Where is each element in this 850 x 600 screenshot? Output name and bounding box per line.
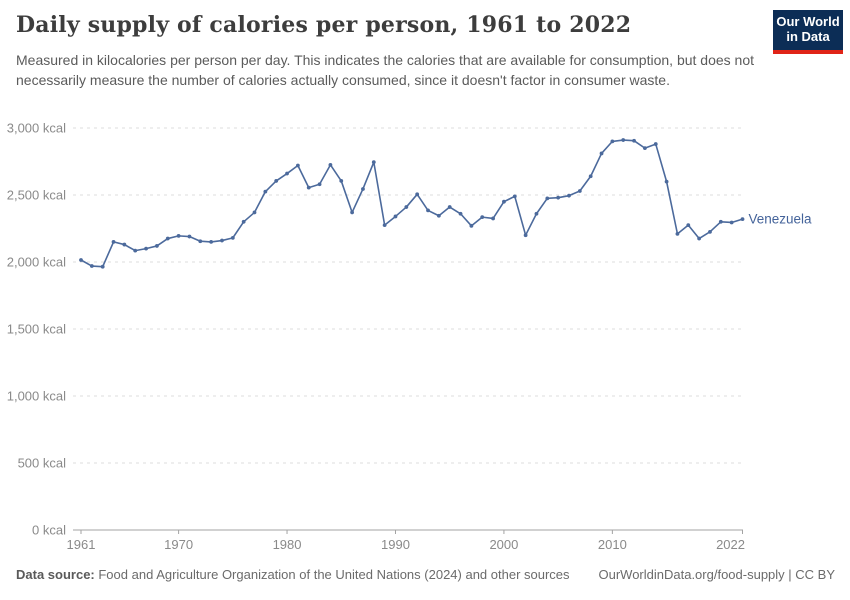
data-point[interactable]: [480, 215, 485, 220]
data-point[interactable]: [328, 162, 333, 167]
owid-logo[interactable]: Our World in Data: [773, 10, 843, 54]
data-point[interactable]: [545, 196, 550, 201]
data-point[interactable]: [220, 238, 224, 243]
data-point[interactable]: [567, 193, 571, 198]
data-point[interactable]: [361, 187, 365, 191]
x-tick-label: 2010: [598, 537, 627, 552]
data-point[interactable]: [79, 258, 83, 262]
data-point[interactable]: [534, 211, 539, 216]
y-tick-label: 2,500 kcal: [7, 188, 66, 203]
data-point[interactable]: [285, 171, 289, 176]
data-point[interactable]: [317, 182, 322, 187]
x-tick-label: 1961: [67, 537, 96, 552]
owid-link[interactable]: OurWorldinData.org/food-supply | CC BY: [598, 567, 835, 582]
data-point[interactable]: [155, 244, 159, 248]
data-point[interactable]: [502, 199, 506, 204]
data-point[interactable]: [241, 219, 246, 224]
data-point[interactable]: [643, 146, 647, 151]
data-point[interactable]: [165, 236, 170, 241]
data-point[interactable]: [371, 160, 376, 165]
data-point[interactable]: [187, 234, 192, 239]
y-tick-label: 2,000 kcal: [7, 255, 66, 270]
data-point[interactable]: [718, 219, 723, 224]
data-point[interactable]: [447, 205, 452, 209]
data-point[interactable]: [512, 194, 517, 199]
data-point[interactable]: [621, 138, 626, 142]
y-tick-label: 0 kcal: [32, 523, 66, 538]
data-point[interactable]: [404, 205, 409, 209]
data-point[interactable]: [274, 179, 279, 183]
data-point[interactable]: [708, 229, 712, 234]
x-tick-label: 2022: [716, 537, 745, 552]
data-point[interactable]: [610, 139, 615, 144]
logo-line-1: Our World: [776, 14, 840, 30]
data-point[interactable]: [100, 264, 105, 269]
data-point[interactable]: [588, 174, 593, 179]
data-point[interactable]: [426, 208, 430, 213]
entity-label[interactable]: Venezuela: [749, 212, 813, 227]
data-point[interactable]: [89, 264, 94, 268]
data-point[interactable]: [577, 189, 582, 193]
data-point[interactable]: [491, 216, 495, 221]
x-tick-label: 1990: [381, 537, 410, 552]
data-point[interactable]: [295, 163, 300, 168]
data-point[interactable]: [263, 189, 268, 194]
data-point[interactable]: [686, 223, 691, 228]
data-point[interactable]: [252, 210, 257, 215]
chart-subtitle: Measured in kilocalories per person per …: [16, 52, 755, 88]
data-point[interactable]: [632, 138, 636, 143]
data-point[interactable]: [306, 185, 311, 190]
data-point[interactable]: [653, 142, 658, 146]
data-source-label: Data source:: [16, 567, 95, 582]
data-point[interactable]: [339, 179, 344, 183]
data-point[interactable]: [436, 213, 441, 218]
data-point[interactable]: [176, 233, 181, 238]
chart-footer: Data source: Food and Agriculture Organi…: [16, 567, 835, 582]
data-point[interactable]: [664, 179, 669, 184]
data-point[interactable]: [697, 236, 702, 241]
data-point[interactable]: [458, 211, 463, 216]
data-point[interactable]: [350, 210, 355, 215]
data-point[interactable]: [393, 214, 398, 219]
data-point[interactable]: [144, 246, 148, 251]
x-tick-label: 1980: [273, 537, 302, 552]
data-source-text: Food and Agriculture Organization of the…: [94, 567, 570, 582]
data-source-note: Data source: Food and Agriculture Organi…: [16, 567, 570, 582]
data-point[interactable]: [556, 195, 561, 200]
data-point[interactable]: [415, 192, 420, 197]
y-tick-label: 500 kcal: [18, 456, 67, 471]
data-point[interactable]: [729, 220, 734, 225]
data-point[interactable]: [122, 242, 127, 247]
data-point[interactable]: [523, 233, 528, 238]
x-tick-label: 2000: [489, 537, 518, 552]
logo-line-2: in Data: [786, 29, 830, 44]
y-tick-label: 1,000 kcal: [7, 389, 66, 404]
data-point[interactable]: [209, 240, 214, 244]
data-point[interactable]: [382, 223, 387, 228]
y-tick-label: 3,000 kcal: [7, 121, 66, 136]
data-point[interactable]: [230, 235, 235, 240]
data-point[interactable]: [111, 240, 116, 244]
data-point[interactable]: [675, 231, 680, 236]
data-point[interactable]: [133, 248, 138, 253]
data-point[interactable]: [469, 223, 474, 228]
data-point[interactable]: [198, 239, 203, 244]
data-line-venezuela: [80, 139, 743, 268]
data-point[interactable]: [599, 151, 604, 156]
y-tick-label: 1,500 kcal: [7, 322, 66, 337]
page-title: Daily supply of calories per person, 196…: [16, 12, 632, 38]
data-point[interactable]: [740, 217, 745, 222]
x-tick-label: 1970: [164, 537, 193, 552]
